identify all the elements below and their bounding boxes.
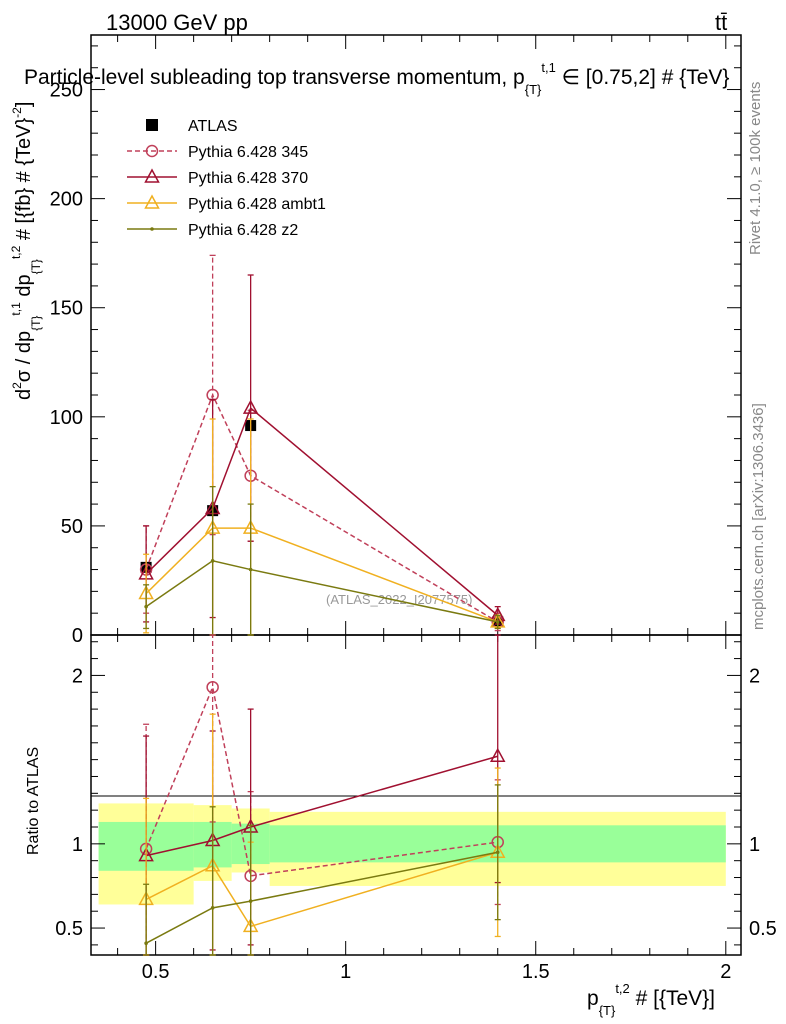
y-tick-label: 250 (50, 80, 83, 102)
legend-label: Pythia 6.428 z2 (188, 222, 298, 239)
x-tick-label: 1.5 (522, 961, 550, 983)
data-marker-circle (145, 144, 159, 158)
series-pythia-6-428-z2 (143, 485, 501, 636)
series-pythia-6-428-370 (138, 634, 506, 956)
legend-marker (146, 119, 158, 131)
analysis-watermark: (ATLAS_2022_I2077575) (326, 592, 472, 607)
data-marker-dot (150, 227, 154, 231)
top-series (138, 254, 506, 636)
legend-item: Pythia 6.428 370 (127, 168, 308, 187)
series-pythia-6-428-345 (139, 634, 504, 956)
y-tick-label: 0 (72, 625, 83, 647)
ratio-y-tick-label-right: 0.5 (749, 918, 777, 940)
data-marker-circle (206, 680, 219, 694)
data-marker-dot (210, 559, 215, 563)
y-tick-label: 200 (50, 189, 83, 211)
top-axes: 0 50 100 150 200 250 (50, 35, 741, 647)
legend-item: ATLAS (146, 118, 238, 135)
legend-item: Pythia 6.428 ambt1 (127, 194, 326, 213)
y-tick-label: 100 (50, 407, 83, 429)
y-axis-title: d2σ / dp{T}t,1 dp{T}t,2 # [{fb} # {TeV}-… (9, 102, 43, 400)
data-marker-dot (248, 899, 253, 903)
series-line (145, 393, 499, 623)
legend-item: Pythia 6.428 345 (127, 144, 308, 161)
x-axis-title: p{T}t,2 # [{TeV}] (587, 981, 715, 1018)
mcplots-label: mcplots.cern.ch [arXiv:1306.3436] (750, 403, 767, 630)
process-label: tt̄ (715, 10, 727, 35)
legend-label: ATLAS (188, 118, 238, 135)
series-line (145, 684, 498, 877)
series-line (145, 851, 498, 944)
data-marker-dot (144, 604, 148, 609)
x-tick-label: 1 (340, 961, 351, 983)
x-tick-label: 2 (720, 961, 731, 983)
x-tick-label: 0.5 (142, 961, 170, 983)
ratio-axis-title: Ratio to ATLAS (25, 747, 42, 855)
bottom-frame (90, 634, 742, 956)
ratio-y-tick-label: 2 (72, 665, 83, 687)
legend: ATLAS Pythia 6.428 345 Pythia 6.428 370 Pyt… (127, 118, 326, 239)
series-line (145, 755, 498, 857)
data-marker-dot (210, 906, 215, 910)
data-marker-dot (144, 941, 148, 946)
rivet-label: Rivet 4.1.0, ≥ 100k events (747, 82, 764, 255)
ratio-y-tick-label-right: 2 (749, 665, 760, 687)
legend-label: Pythia 6.428 345 (188, 144, 308, 161)
legend-label: Pythia 6.428 370 (188, 170, 308, 187)
series-line (145, 406, 499, 616)
ratio-y-tick-label: 1 (72, 834, 83, 856)
series-line (145, 851, 498, 928)
series-pythia-6-428-370 (138, 274, 506, 625)
ratio-y-tick-label: 0.5 (55, 918, 83, 940)
data-marker-triangle (489, 747, 506, 763)
data-marker-triangle (144, 168, 160, 183)
chart-title: Particle-level subleading top transverse… (24, 60, 729, 97)
series-pythia-6-428-z2 (143, 784, 501, 956)
y-tick-label: 150 (50, 298, 83, 320)
data-marker-triangle (144, 194, 160, 209)
legend-item: Pythia 6.428 z2 (127, 222, 298, 239)
bottom-series (138, 634, 506, 956)
legend-label: Pythia 6.428 ambt1 (188, 196, 326, 213)
series-line (145, 560, 498, 623)
bottom-axes: 0.5 0.5 1 1 2 2 0.5 1 1.5 2 (55, 635, 777, 983)
ratio-uncertainty-band (98, 803, 726, 905)
series-line (145, 527, 498, 623)
data-marker-dot (248, 567, 253, 572)
data-marker-triangle (242, 399, 259, 414)
y-tick-label: 50 (61, 516, 83, 538)
data-marker-dot (495, 850, 500, 855)
ratio-y-tick-label-right: 1 (749, 834, 760, 856)
data-marker-dot (495, 620, 500, 624)
collision-energy-label: 13000 GeV pp (106, 10, 248, 35)
